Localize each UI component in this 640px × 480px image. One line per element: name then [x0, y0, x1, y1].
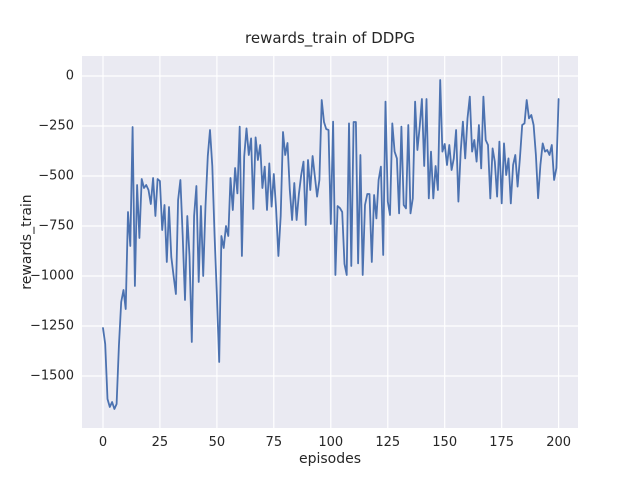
- y-tick-label: −1000: [30, 268, 74, 284]
- x-axis-label: episodes: [298, 451, 362, 467]
- y-tick-label: −500: [38, 168, 74, 184]
- chart-title: rewards_train of DDPG: [245, 29, 415, 47]
- line-chart-canvas: [82, 56, 578, 428]
- x-tick-label: 0: [98, 435, 108, 450]
- x-tick-label: 175: [489, 435, 515, 450]
- plot-area: [82, 56, 578, 428]
- x-tick-label: 150: [432, 435, 458, 450]
- y-tick-label: −1500: [30, 368, 74, 384]
- series-line: [102, 79, 560, 410]
- x-tick-label: 200: [546, 435, 572, 450]
- y-axis-label: rewards_train: [19, 194, 35, 290]
- y-tick-label: −250: [38, 118, 74, 134]
- x-tick-label: 100: [318, 435, 344, 450]
- x-tick-label: 25: [151, 435, 169, 450]
- x-tick-label: 125: [375, 435, 401, 450]
- x-tick-label: 50: [208, 435, 226, 450]
- y-tick-label: −1250: [30, 318, 74, 334]
- y-tick-label: 0: [65, 68, 74, 84]
- x-tick-label: 75: [265, 435, 283, 450]
- y-tick-label: −750: [38, 218, 74, 234]
